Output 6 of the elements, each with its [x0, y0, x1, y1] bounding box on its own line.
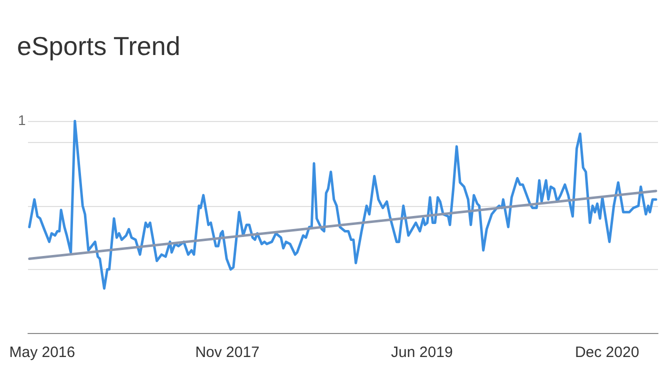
text: 1 — [18, 112, 26, 128]
x-tick-label: Nov 2017 — [195, 344, 260, 361]
x-tick-label: Jun 2019 — [391, 344, 453, 361]
chart-title: eSports Trend — [17, 31, 180, 61]
x-tick-label: May 2016 — [9, 344, 76, 361]
x-tick-label: Dec 2020 — [574, 344, 640, 361]
